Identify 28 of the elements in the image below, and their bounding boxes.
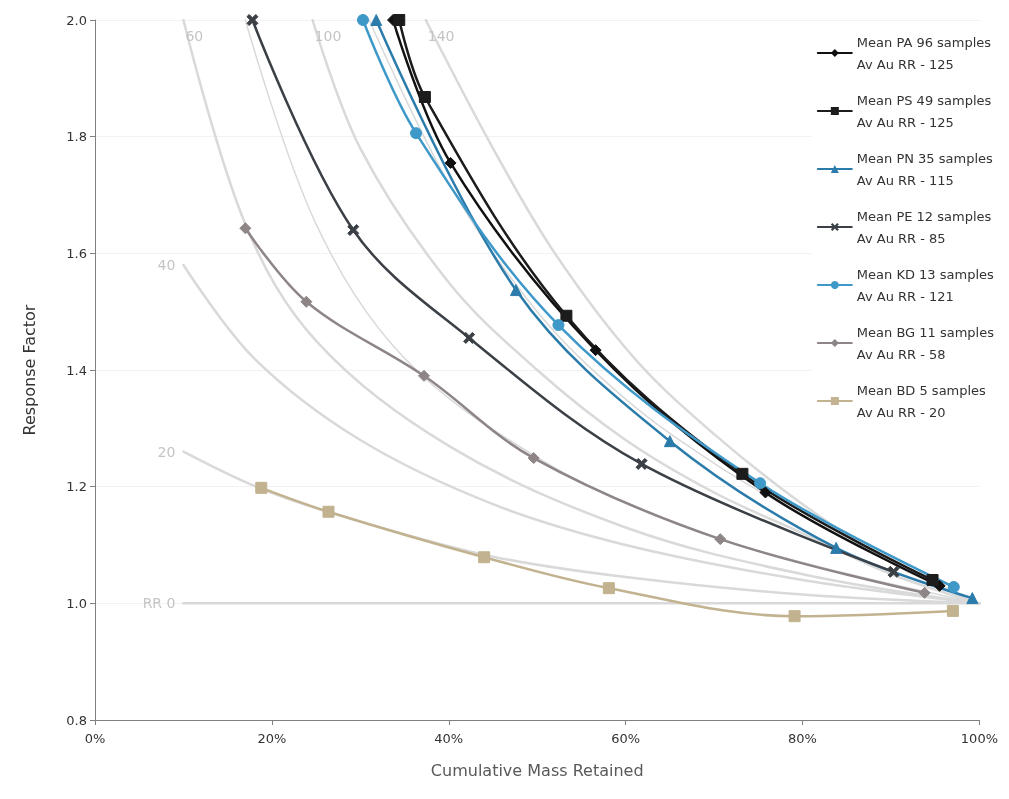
series-label: 100 [314,28,342,44]
y-tick-label: 1.2 [66,479,87,495]
y-tick-label: 1.8 [66,129,87,145]
x-tick-label: 20% [257,731,287,746]
y-tick-label: 2.0 [66,12,87,28]
x-tick-label: 100% [960,731,998,746]
x-tick-label: 60% [611,731,641,746]
y-tick-label: 1.6 [66,245,87,261]
x-tick-label: 0% [84,731,106,746]
series-label: 40 [157,257,176,273]
series-label: 20 [157,443,176,460]
x-tick-label: 40% [434,731,464,746]
x-tick-label: 80% [788,731,817,746]
legend-label: Mean PN 35 samples Av Au RR - 115 [856,150,994,188]
series-label: RR 0 [142,595,176,612]
legend-label: Mean PA 96 samples Av Au RR - 125 [856,34,992,72]
x-axis-title: Cumulative Mass Retained [430,760,644,780]
legend-label: Mean BG 11 samples Av Au RR - 58 [856,324,995,362]
legend-label: Mean PE 12 samples Av Au RR - 85 [856,208,992,246]
y-tick-label: 1.4 [66,362,87,378]
legend-label: Mean KD 13 samples Av Au RR - 121 [856,266,994,304]
y-axis-title: Response Factor [19,304,39,436]
series-label: 60 [185,28,204,44]
y-tick-label: 0.8 [66,712,87,728]
legend-label: Mean BD 5 samples Av Au RR - 20 [856,382,987,420]
y-tick-label: 1.0 [66,595,87,611]
legend-label: Mean PS 49 samples Av Au RR - 125 [856,92,992,130]
series-label: 140 [427,28,455,44]
